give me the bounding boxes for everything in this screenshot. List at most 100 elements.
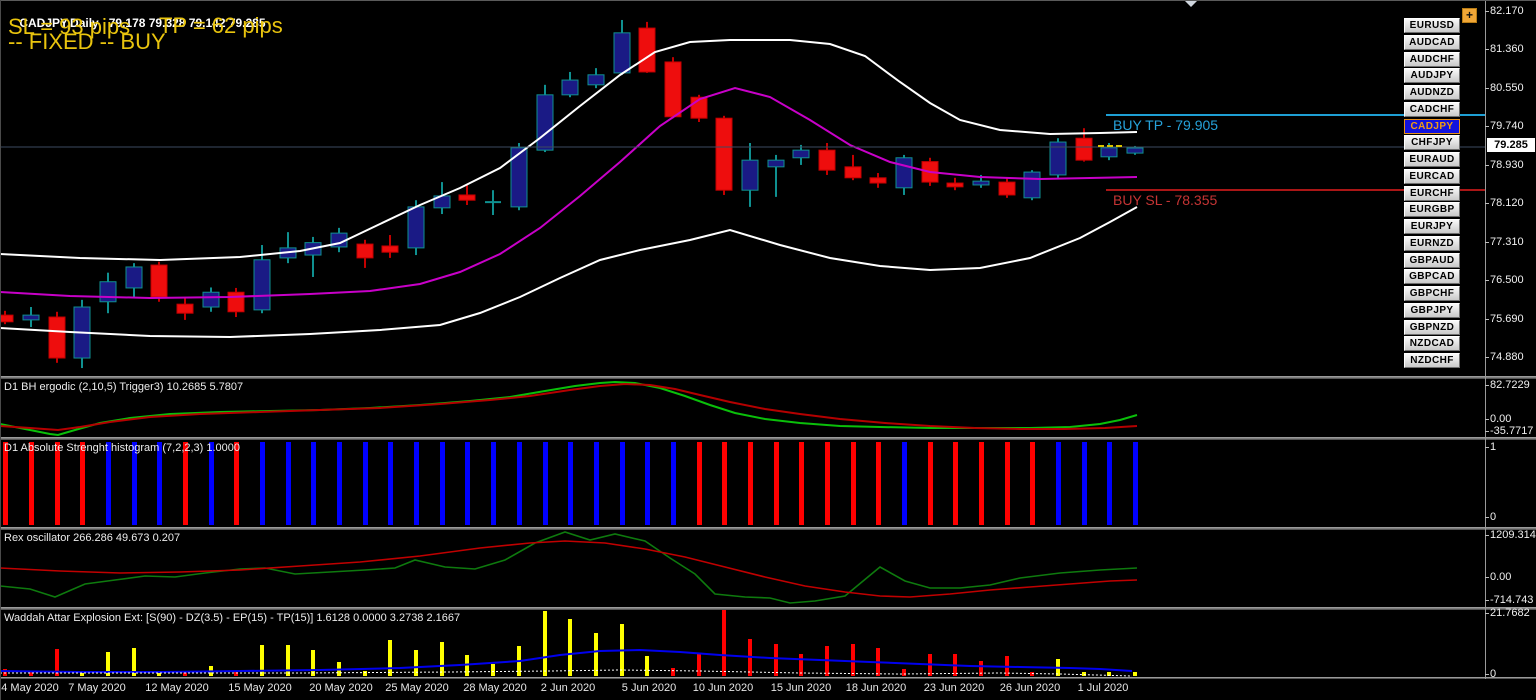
- market-watch-symbol-button-eurcad[interactable]: EURCAD: [1404, 169, 1460, 184]
- bear-candle: [381, 245, 399, 253]
- histogram-bar: [388, 442, 393, 525]
- histogram-bar: [414, 442, 419, 525]
- date-label: 2 Jun 2020: [540, 682, 596, 694]
- market-watch-symbol-button-eurgbp[interactable]: EURGBP: [1404, 202, 1460, 217]
- scale-tick: [1485, 49, 1489, 50]
- waddah-attar-surface[interactable]: [0, 610, 1486, 677]
- scale-value-label: 74.880: [1490, 351, 1524, 363]
- scale-tick: [1485, 517, 1489, 518]
- ea-sl-pips-text: SL = 93 pips: [8, 14, 131, 39]
- scale-tick: [1485, 577, 1489, 578]
- bear-candle: [176, 303, 194, 314]
- waddah-bar: [132, 648, 136, 676]
- waddah-bar: [697, 653, 701, 676]
- market-watch-symbol-button-eurchf[interactable]: EURCHF: [1404, 186, 1460, 201]
- histogram-bar: [363, 442, 368, 525]
- bull-candle: [895, 157, 913, 189]
- panel-separator[interactable]: [0, 607, 1536, 610]
- market-watch-symbol-button-gbpcad[interactable]: GBPCAD: [1404, 269, 1460, 284]
- scale-tick: [1485, 165, 1489, 166]
- scale-value-label: 0: [1490, 511, 1497, 523]
- rex-red-line: [0, 540, 1138, 598]
- waddah-signal-line: [0, 648, 1133, 673]
- histogram-bar: [3, 442, 8, 525]
- scroll-marker-triangle-icon[interactable]: [1185, 1, 1197, 7]
- window-top-border: [0, 0, 1536, 1]
- panel-separator[interactable]: [0, 376, 1536, 379]
- buy-tp-level-label[interactable]: BUY TP - 79.905: [1113, 117, 1219, 133]
- histogram-bar: [594, 442, 599, 525]
- scale-value-label: 81.360: [1490, 43, 1524, 55]
- scale-value-label: 82.7229: [1490, 379, 1530, 391]
- market-watch-symbol-button-nzdchf[interactable]: NZDCHF: [1404, 353, 1460, 368]
- bear-candle: [356, 243, 374, 259]
- scale-value-label: 80.550: [1490, 82, 1524, 94]
- scale-value-label: 1: [1490, 441, 1497, 453]
- symbol-timeframe-label: CADJPY,Daily: [19, 16, 99, 30]
- scale-tick: [1485, 126, 1489, 127]
- market-watch-symbol-button-audnzd[interactable]: AUDNZD: [1404, 85, 1460, 100]
- market-watch-symbol-button-gbpnzd[interactable]: GBPNZD: [1404, 320, 1460, 335]
- bull-candle: [561, 79, 579, 96]
- scale-tick: [1485, 11, 1489, 12]
- histogram-bar: [80, 442, 85, 525]
- middle-band-line: [0, 86, 1138, 300]
- date-label: 15 Jun 2020: [770, 682, 832, 694]
- market-watch-symbol-button-eurnzd[interactable]: EURNZD: [1404, 236, 1460, 251]
- histogram-bar: [774, 442, 779, 525]
- bull-candle: [741, 159, 759, 191]
- waddah-bar: [568, 619, 572, 676]
- rex-green-line: [0, 531, 1138, 604]
- market-watch-symbol-button-euraud[interactable]: EURAUD: [1404, 152, 1460, 167]
- histogram-bar: [517, 442, 522, 525]
- histogram-bar: [620, 442, 625, 525]
- price-axis-line: [1485, 0, 1486, 679]
- market-watch-symbol-button-eurusd[interactable]: EURUSD: [1404, 18, 1460, 33]
- histogram-bar: [209, 442, 214, 525]
- histogram-bar: [260, 442, 265, 525]
- abs-strength-histogram-surface[interactable]: [0, 440, 1486, 527]
- waddah-bar: [157, 672, 161, 676]
- scale-value-label: 76.500: [1490, 274, 1524, 286]
- market-watch-symbol-button-nzdcad[interactable]: NZDCAD: [1404, 336, 1460, 351]
- scale-value-label: 78.930: [1490, 159, 1524, 171]
- market-watch-symbol-button-gbpchf[interactable]: GBPCHF: [1404, 286, 1460, 301]
- scale-value-label: 78.120: [1490, 197, 1524, 209]
- market-watch-symbol-button-audcad[interactable]: AUDCAD: [1404, 35, 1460, 50]
- market-watch-symbol-button-chfjpy[interactable]: CHFJPY: [1404, 135, 1460, 150]
- rex-panel-header: Rex oscillator 266.286 49.673 0.207: [4, 532, 181, 544]
- main-price-chart-surface[interactable]: [0, 0, 1486, 376]
- waddah-bar: [491, 664, 495, 676]
- market-watch-symbol-button-cadchf[interactable]: CADCHF: [1404, 102, 1460, 117]
- market-watch-symbol-button-audchf[interactable]: AUDCHF: [1404, 52, 1460, 67]
- market-watch-symbol-button-audjpy[interactable]: AUDJPY: [1404, 68, 1460, 83]
- histogram-bar: [697, 442, 702, 525]
- panel-separator[interactable]: [0, 437, 1536, 440]
- histogram-bar: [799, 442, 804, 525]
- histogram-panel-header: D1 Absolute Strenght histogram (7,2,2,3)…: [4, 442, 241, 454]
- scale-tick: [1485, 535, 1489, 536]
- buy-sl-level-label[interactable]: BUY SL - 78.355: [1113, 192, 1218, 208]
- add-symbol-button[interactable]: +: [1462, 8, 1477, 23]
- bull-candle: [407, 206, 425, 249]
- histogram-bar: [1030, 442, 1035, 525]
- waddah-bar: [902, 669, 906, 676]
- market-watch-symbol-button-gbpaud[interactable]: GBPAUD: [1404, 253, 1460, 268]
- bear-candle: [818, 149, 836, 171]
- bear-candle: [664, 61, 682, 118]
- panel-separator[interactable]: [0, 527, 1536, 530]
- rex-oscillator-surface[interactable]: [0, 530, 1486, 607]
- waddah-deadzone-line: [0, 669, 1133, 677]
- market-watch-symbol-button-cadjpy[interactable]: CADJPY: [1404, 119, 1460, 134]
- bear-candle: [48, 316, 66, 359]
- histogram-bar: [157, 442, 162, 525]
- bull-candle: [125, 266, 143, 289]
- market-watch-symbol-button-eurjpy[interactable]: EURJPY: [1404, 219, 1460, 234]
- market-watch-symbol-button-gbpjpy[interactable]: GBPJPY: [1404, 303, 1460, 318]
- waddah-bar: [979, 661, 983, 676]
- ergodic-indicator-surface[interactable]: [0, 379, 1486, 437]
- bull-candle: [253, 259, 271, 311]
- waddah-bar: [1133, 672, 1137, 676]
- histogram-bar: [645, 442, 650, 525]
